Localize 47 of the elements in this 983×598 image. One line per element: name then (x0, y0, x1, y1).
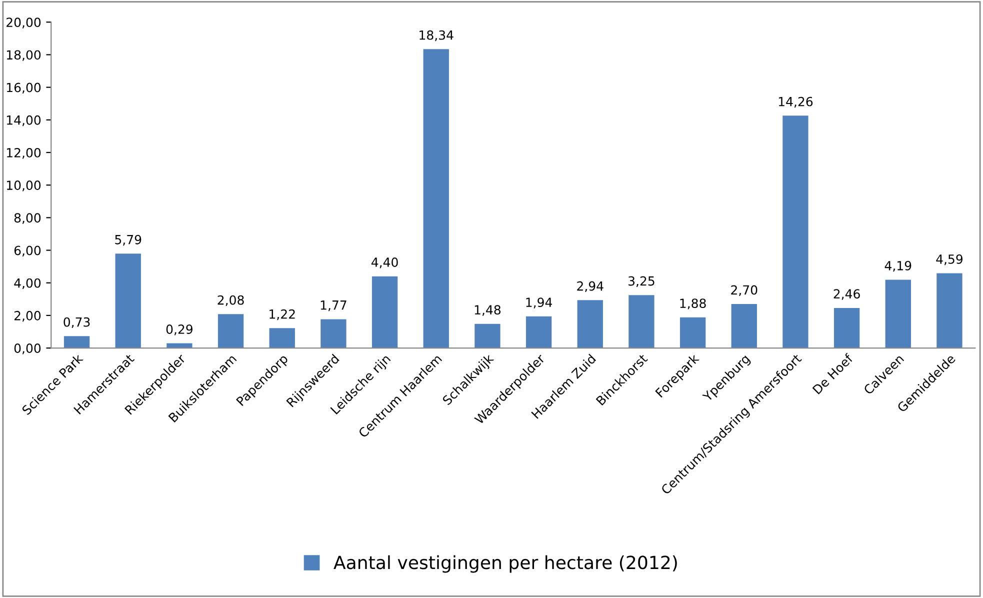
data-label: 14,26 (778, 96, 813, 108)
data-label: 1,94 (526, 298, 552, 308)
bar (64, 336, 90, 348)
data-label: 2,94 (577, 281, 604, 292)
bar (834, 308, 860, 348)
y-tick-label: 20,00 (6, 18, 41, 28)
y-tick-label: 14,00 (6, 115, 41, 126)
bar (115, 254, 141, 348)
y-tick-label: 16,00 (6, 82, 41, 94)
data-label: 2,08 (218, 295, 244, 306)
y-tick-label: 4,00 (14, 278, 41, 290)
bar (474, 324, 500, 348)
bar (372, 276, 398, 348)
data-label: 4,19 (884, 260, 912, 272)
y-tick-label: 2,00 (14, 310, 41, 322)
bar (218, 314, 244, 348)
y-tick-label: 18,00 (6, 50, 41, 61)
bar (782, 116, 808, 348)
bar (577, 300, 603, 348)
data-label: 1,22 (270, 309, 295, 320)
bar (936, 273, 962, 348)
data-label: 0,29 (166, 324, 192, 336)
y-tick-label: 8,00 (14, 213, 41, 224)
data-label: 3,25 (628, 276, 654, 287)
bar (628, 295, 654, 348)
y-tick-label: 0,00 (14, 344, 41, 354)
bar (885, 280, 911, 348)
data-label: 18,34 (420, 30, 454, 42)
bar (423, 49, 449, 348)
data-label: 4,40 (371, 258, 398, 268)
bar (320, 319, 346, 348)
data-label: 4,59 (936, 254, 963, 266)
data-label: 2,46 (834, 289, 860, 300)
y-tick-label: 6,00 (14, 246, 41, 256)
data-label: 5,79 (115, 234, 142, 246)
bar (269, 328, 295, 348)
y-tick-label: 10,00 (6, 180, 41, 192)
data-label: 2,70 (731, 285, 758, 296)
y-tick-label: 12,00 (6, 148, 41, 159)
bar (526, 316, 552, 348)
legend-label: Aantal vestigingen per hectare (2012) (334, 555, 677, 573)
data-label: 1,77 (320, 300, 346, 312)
data-label: 1,88 (680, 298, 706, 310)
bar (680, 317, 706, 348)
bar (731, 304, 757, 348)
data-label: 1,48 (474, 305, 501, 316)
data-label: 0,73 (64, 317, 90, 328)
